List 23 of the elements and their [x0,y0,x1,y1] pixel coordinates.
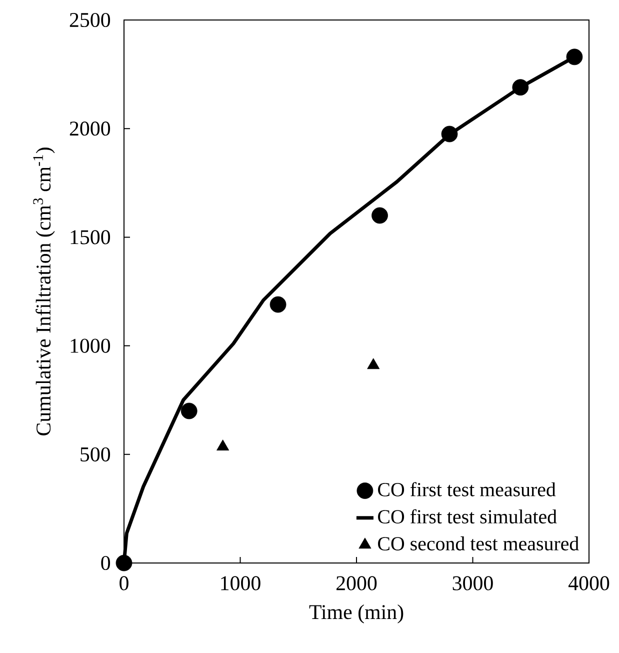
y-axis-title: Cumulative Infiltration (cm$^{3}$ cm$^{-1}$) [33,148,55,436]
y-tick-label: 1000 [70,338,110,353]
y-tick-label: 2000 [70,122,110,136]
point [512,79,529,96]
point [270,296,286,313]
point [372,207,388,224]
y-tick-label: 0 [101,556,110,570]
x-tick-label: 2000 [336,576,377,590]
x-axis-title: Time (min) [309,604,404,624]
x-tick-label: 4000 [568,576,610,590]
point [116,554,132,572]
legend-label: CO first test measured [378,482,556,496]
point [566,48,583,66]
legend-label: CO first test simulated [378,509,557,524]
point [180,402,198,420]
y-tick-label: 1500 [70,230,110,244]
y-tick-label: 500 [80,447,110,462]
legend-label: CO second test measured [378,536,579,550]
x-tick-label: 1000 [221,576,260,590]
x-tick-label: 0 [120,576,128,590]
x-tick-label: 3000 [452,576,493,590]
point [441,126,458,142]
y-tick-label: 2500 [70,12,110,28]
